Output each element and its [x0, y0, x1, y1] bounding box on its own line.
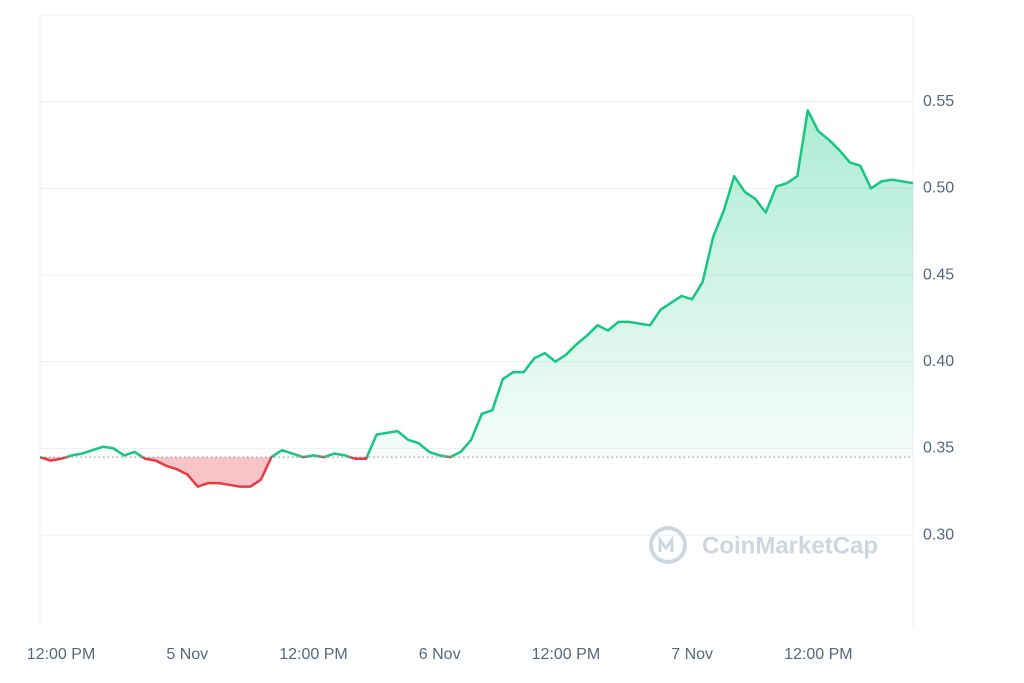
- y-tick-label: 0.50: [923, 180, 954, 197]
- x-tick-label: 12:00 PM: [532, 646, 600, 663]
- watermark-logo: [649, 526, 687, 564]
- y-tick-label: 0.55: [923, 93, 954, 110]
- x-tick-label: 12:00 PM: [27, 646, 95, 663]
- y-tick-label: 0.45: [923, 266, 954, 283]
- x-tick-label: 5 Nov: [166, 646, 208, 663]
- x-tick-label: 7 Nov: [671, 646, 713, 663]
- y-tick-label: 0.40: [923, 353, 954, 370]
- x-tick-label: 6 Nov: [419, 646, 461, 663]
- x-tick-label: 12:00 PM: [784, 646, 852, 663]
- plot-back: 0.30 0.35 0.40 0.45 0.50 0.55 12:00 PM 5 Nov 12:…: [27, 14, 954, 663]
- y-tick-label: 0.30: [923, 526, 954, 543]
- watermark-logo-mark: [658, 535, 674, 552]
- watermark-text: CoinMarketCap: [702, 532, 878, 559]
- plot-marks: [39, 109, 914, 488]
- area-fill: [40, 110, 913, 487]
- y-tick-label: 0.35: [923, 440, 954, 457]
- x-tick-label: 12:00 PM: [279, 646, 347, 663]
- watermark: CoinMarketCap: [649, 526, 878, 564]
- price-line: [39, 109, 914, 488]
